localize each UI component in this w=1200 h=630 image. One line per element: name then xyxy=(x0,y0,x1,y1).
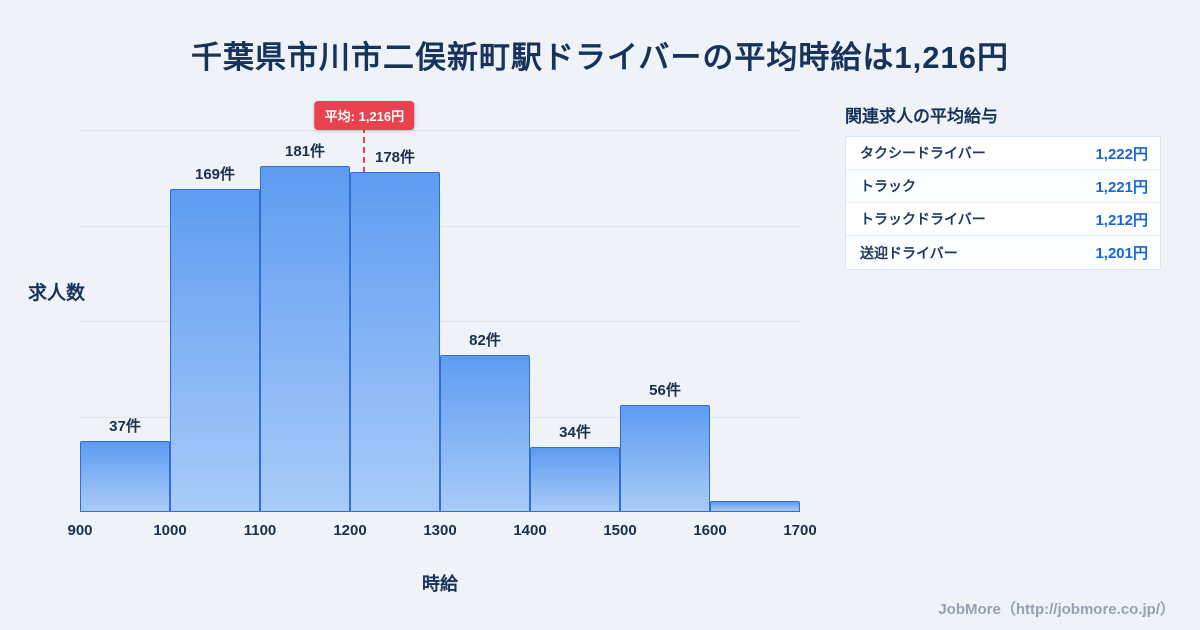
y-axis-label: 求人数 xyxy=(28,283,86,304)
x-tick-label: 1100 xyxy=(243,522,277,539)
x-tick-label: 1700 xyxy=(783,522,817,539)
x-tick-label: 1000 xyxy=(153,522,187,539)
histogram-bar xyxy=(440,355,530,512)
histogram-bar xyxy=(80,441,170,512)
x-tick-label: 900 xyxy=(67,522,93,539)
gridline xyxy=(80,130,800,131)
related-job-label: 送迎ドライバー xyxy=(860,244,958,261)
histogram-bar xyxy=(260,166,350,512)
related-jobs-table: タクシードライバー 1,222円トラック 1,221円トラックドライバー 1,212円… xyxy=(845,136,1161,270)
x-tick-label: 1400 xyxy=(513,522,547,539)
x-tick-label: 1600 xyxy=(693,522,727,539)
related-jobs-heading: 関連求人の平均給与 xyxy=(845,107,998,126)
bar-value-label: 181件 xyxy=(284,143,326,161)
histogram-bar xyxy=(170,189,260,512)
related-job-label: トラックドライバー xyxy=(860,211,986,227)
x-tick-label: 1200 xyxy=(333,522,367,539)
bar-value-label: 169件 xyxy=(194,166,236,184)
bar-value-label: 56件 xyxy=(649,382,681,400)
bar-value-label: 37件 xyxy=(109,418,141,436)
mean-badge: 平均: 1,216円 xyxy=(314,101,415,130)
footer-credit: JobMore（http://jobmore.co.jp/） xyxy=(938,601,1175,618)
related-job-value: 1,212円 xyxy=(1095,211,1148,229)
related-job-value: 1,222円 xyxy=(1095,145,1148,163)
related-job-label: タクシードライバー xyxy=(860,145,986,161)
histogram-bar xyxy=(530,447,620,512)
gridline xyxy=(80,225,800,227)
histogram-bar xyxy=(710,500,800,512)
x-tick-label: 1300 xyxy=(423,522,457,539)
bar-value-label: 34件 xyxy=(559,424,591,442)
related-job-value: 1,221円 xyxy=(1095,178,1148,196)
related-job-row: トラックドライバー 1,212円 xyxy=(846,203,1160,236)
related-job-label: トラック xyxy=(860,178,916,194)
bar-value-label: 82件 xyxy=(469,332,501,350)
related-job-row: タクシードライバー 1,222円 xyxy=(846,137,1160,170)
x-axis-label: 時給 xyxy=(422,574,458,594)
related-job-row: トラック 1,221円 xyxy=(846,170,1160,203)
gridline xyxy=(80,321,800,322)
page-title: 千葉県市川市二俣新町駅ドライバーの平均時給は1,216円 xyxy=(191,40,1009,75)
bar-value-label: 178件 xyxy=(374,149,416,167)
histogram-bar xyxy=(350,172,440,512)
x-tick-label: 1500 xyxy=(603,522,637,539)
related-job-row: 送迎ドライバー 1,201円 xyxy=(846,236,1160,269)
related-job-value: 1,201円 xyxy=(1095,245,1148,262)
histogram-bar xyxy=(620,405,710,512)
